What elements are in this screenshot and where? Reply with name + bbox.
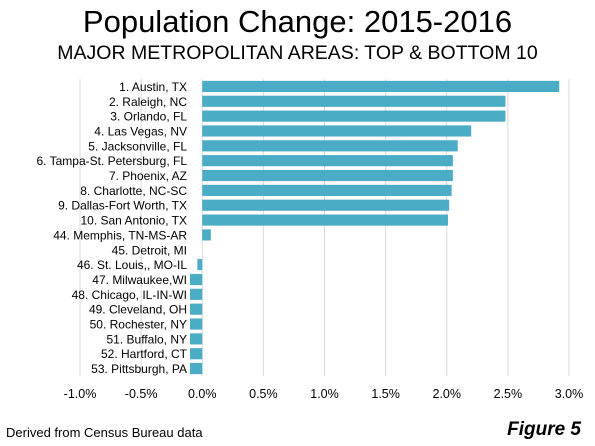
category-label: 52. Hartford, CT <box>101 347 188 361</box>
category-label: 10. San Antonio, TX <box>80 214 187 228</box>
category-labels: 1. Austin, TX2. Raleigh, NC3. Orlando, F… <box>36 80 187 376</box>
chart-title: Population Change: 2015-2016 <box>82 4 513 39</box>
bar <box>190 348 203 360</box>
bar <box>190 333 203 345</box>
chart-subtitle: MAJOR METROPOLITAN AREAS: TOP & BOTTOM 1… <box>57 42 538 64</box>
x-tick-label: 0.0% <box>188 387 217 401</box>
bar <box>202 169 453 182</box>
x-tick-label: 1.5% <box>371 387 400 401</box>
bar <box>190 288 203 300</box>
bar <box>197 259 203 271</box>
bar <box>202 80 560 92</box>
category-label: 50. Rochester, NY <box>90 318 187 332</box>
category-label: 6. Tampa-St. Petersburg, FL <box>36 154 187 168</box>
category-label: 45. Detroit, MI <box>112 243 187 257</box>
category-label: 53. Pittsburgh, PA <box>91 362 187 376</box>
category-label: 48. Chicago, IL-IN-WI <box>72 288 187 302</box>
source-note: Derived from Census Bureau data <box>6 425 203 440</box>
category-label: 3. Orlando, FL <box>110 110 187 124</box>
category-label: 46. St. Louis,, MO-IL <box>77 258 187 272</box>
x-tick-label: -0.5% <box>125 387 158 401</box>
category-label: 49. Cleveland, OH <box>89 303 187 317</box>
bar <box>202 199 450 211</box>
bar <box>202 184 452 196</box>
category-label: 8. Charlotte, NC-SC <box>80 184 187 198</box>
bar <box>190 303 203 315</box>
category-label: 4. Las Vegas, NV <box>94 124 187 138</box>
x-tick-label: 1.0% <box>310 387 339 401</box>
category-label: 47. Milwaukee,WI <box>92 273 187 287</box>
bar <box>202 125 472 137</box>
category-label: 7. Phoenix, AZ <box>109 169 187 183</box>
bar <box>202 214 448 226</box>
bar <box>202 229 211 241</box>
bars <box>190 80 560 375</box>
category-label: 9. Dallas-Fort Worth, TX <box>58 199 187 213</box>
x-tick-label: -1.0% <box>64 387 97 401</box>
x-axis-ticks: -1.0% -0.5% 0.0% 0.5% 1.0% 1.5% 2.0% 2.5% 3.0% <box>64 387 584 401</box>
figure-label: Figure 5 <box>507 419 581 440</box>
x-tick-label: 2.5% <box>494 387 523 401</box>
x-tick-label: 0.5% <box>249 387 278 401</box>
bar <box>202 110 506 122</box>
bar <box>190 363 203 375</box>
category-label: 44. Memphis, TN-MS-AR <box>53 228 187 242</box>
bar <box>190 273 203 286</box>
bar <box>202 140 458 152</box>
x-tick-label: 3.0% <box>555 387 584 401</box>
category-label: 5. Jacksonville, FL <box>88 139 187 153</box>
x-tick-label: 2.0% <box>433 387 462 401</box>
category-label: 1. Austin, TX <box>119 80 187 94</box>
bar <box>202 95 506 107</box>
bar <box>190 318 203 330</box>
category-label: 2. Raleigh, NC <box>109 95 187 109</box>
bar <box>202 155 453 167</box>
category-label: 51. Buffalo, NY <box>107 332 188 346</box>
